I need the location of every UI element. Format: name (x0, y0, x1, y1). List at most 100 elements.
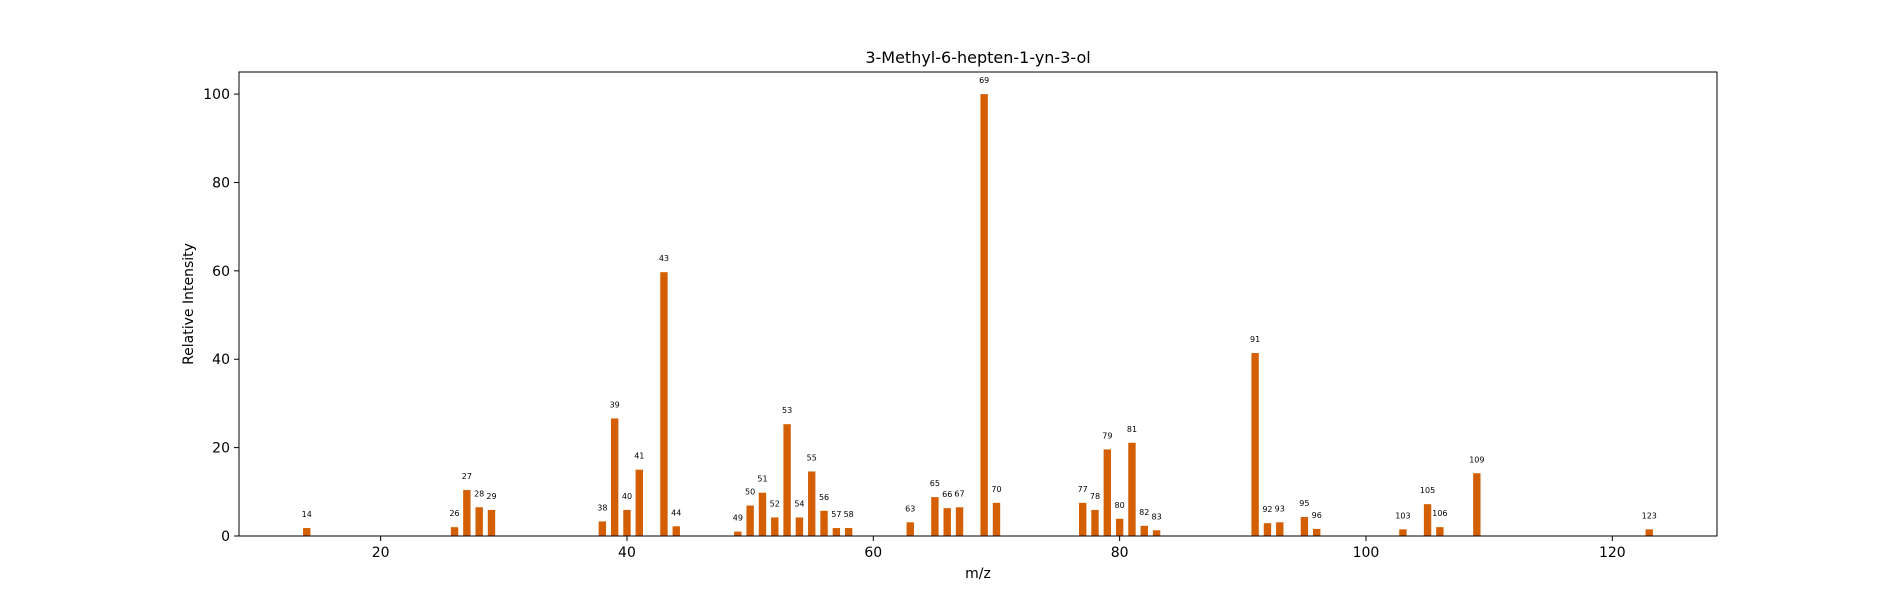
bar-mz-78 (1091, 509, 1099, 536)
bar-mz-67 (955, 507, 964, 536)
bar-label: 65 (930, 479, 940, 488)
bar-label: 109 (1469, 455, 1484, 464)
x-tick-label: 100 (1353, 545, 1380, 561)
bar-mz-52 (771, 517, 779, 536)
bar-label: 41 (634, 452, 644, 461)
y-tick-label: 40 (212, 352, 230, 368)
bar-mz-109 (1473, 473, 1481, 536)
bar-mz-55 (808, 471, 816, 536)
bar-label: 55 (807, 453, 817, 462)
bar-label: 58 (844, 510, 854, 519)
bar-mz-92 (1263, 523, 1272, 536)
bar-mz-123 (1645, 529, 1653, 536)
bar-mz-41 (635, 469, 643, 536)
bar-mz-69 (980, 94, 988, 536)
bar-mz-77 (1079, 502, 1087, 536)
bar-mz-27 (463, 490, 471, 536)
bar-label: 63 (905, 504, 915, 513)
bar-label: 28 (474, 489, 484, 498)
bar-label: 43 (659, 254, 669, 263)
y-tick-label: 80 (212, 175, 230, 191)
bar-mz-103 (1399, 529, 1407, 536)
bar-mz-70 (992, 502, 1001, 536)
bar-mz-56 (820, 510, 828, 536)
bar-mz-93 (1276, 522, 1284, 536)
bar-label: 40 (622, 492, 632, 501)
bar-mz-83 (1152, 530, 1161, 536)
bar-mz-105 (1423, 504, 1432, 536)
x-tick-label: 120 (1599, 545, 1626, 561)
x-tick-label: 40 (618, 545, 636, 561)
bar-mz-51 (758, 492, 767, 536)
y-tick-label: 60 (212, 264, 230, 280)
y-axis-label: Relative Intensity (181, 243, 197, 365)
bar-label: 49 (733, 514, 743, 523)
bar-mz-96 (1313, 528, 1321, 536)
bar-label: 69 (979, 76, 989, 85)
bar-mz-80 (1115, 518, 1124, 536)
bar-mz-14 (303, 528, 311, 536)
bar-mz-54 (795, 517, 804, 536)
bar-label: 92 (1262, 505, 1272, 514)
bar-label: 78 (1090, 492, 1100, 501)
bar-mz-29 (487, 509, 496, 536)
bar-label: 106 (1432, 509, 1447, 518)
bar-label: 54 (794, 499, 804, 508)
bar-label: 53 (782, 406, 792, 415)
bar-mz-66 (943, 508, 951, 536)
bar-label: 80 (1115, 501, 1125, 510)
bar-label: 105 (1420, 486, 1435, 495)
bar-mz-49 (734, 531, 742, 536)
bar-mz-44 (672, 526, 680, 536)
bars (303, 94, 1653, 536)
bar-label: 50 (745, 488, 755, 497)
bar-mz-43 (660, 272, 668, 536)
bar-mz-82 (1140, 525, 1148, 536)
bar-label: 93 (1275, 504, 1285, 513)
bar-mz-28 (475, 507, 483, 536)
bar-mz-39 (610, 418, 619, 536)
bar-mz-65 (931, 497, 939, 536)
bar-label: 67 (954, 489, 964, 498)
bar-mz-40 (623, 509, 631, 536)
bar-label: 79 (1102, 431, 1112, 440)
bar-label: 96 (1312, 511, 1322, 520)
bar-mz-91 (1251, 353, 1259, 536)
x-tick-label: 60 (864, 545, 882, 561)
bar-mz-63 (906, 522, 914, 536)
bar-mz-95 (1300, 517, 1309, 536)
x-tick-label: 80 (1111, 545, 1129, 561)
bar-label: 83 (1151, 512, 1161, 521)
bar-mz-53 (783, 424, 791, 536)
plot-frame (238, 71, 1718, 537)
bar-label: 26 (449, 509, 459, 518)
chart-title: 3-Methyl-6-hepten-1-yn-3-ol (865, 48, 1090, 67)
bar-mz-81 (1128, 442, 1136, 536)
bar-mz-79 (1103, 449, 1112, 536)
bar-label: 14 (302, 510, 312, 519)
bar-label: 44 (671, 508, 681, 517)
bar-label: 38 (597, 503, 607, 512)
bar-label: 57 (831, 510, 841, 519)
bar-label: 66 (942, 490, 952, 499)
bar-label: 52 (770, 499, 780, 508)
bar-label: 82 (1139, 508, 1149, 517)
bar-mz-50 (746, 505, 754, 536)
bar-label: 51 (757, 475, 767, 484)
bar-label: 103 (1395, 511, 1410, 520)
x-tick-label: 20 (372, 545, 390, 561)
bar-label: 27 (462, 472, 472, 481)
y-tick-label: 100 (203, 87, 230, 103)
y-tick-label: 20 (212, 441, 230, 457)
bar-mz-26 (450, 527, 459, 536)
bar-label: 77 (1078, 485, 1088, 494)
bar-label: 70 (991, 485, 1001, 494)
x-axis: 20 40 60 80 100 120 (372, 536, 1626, 561)
bar-mz-106 (1436, 527, 1444, 536)
bar-label: 29 (486, 492, 496, 501)
bar-mz-38 (598, 521, 607, 536)
bar-label: 123 (1642, 511, 1657, 520)
bar-mz-57 (832, 528, 841, 536)
